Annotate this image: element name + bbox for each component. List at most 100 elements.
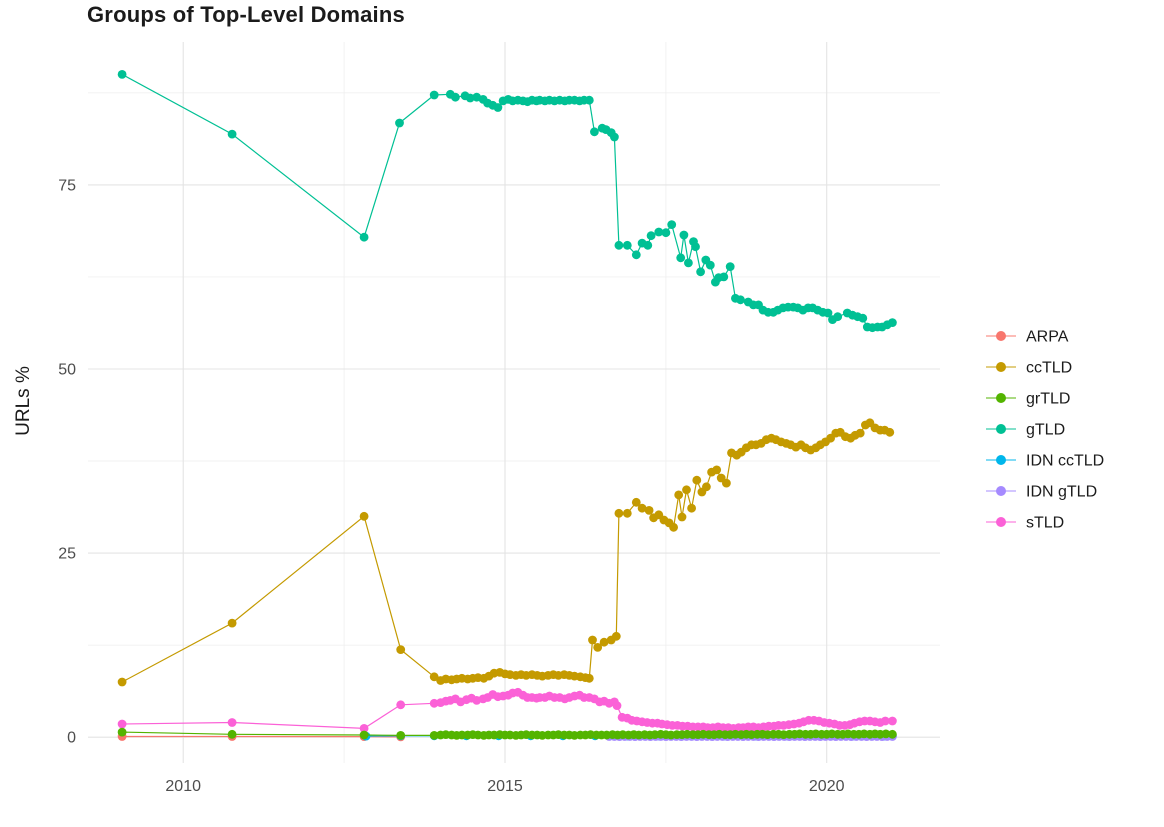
data-point — [692, 475, 702, 485]
series-gtld — [117, 70, 897, 333]
legend-item-arpa: ARPA — [986, 329, 1069, 346]
data-point — [465, 93, 475, 103]
y-axis-labels: 0 25 50 75 — [58, 177, 76, 746]
legend-label: sTLD — [1026, 515, 1064, 532]
data-point — [684, 258, 693, 268]
data-point — [117, 70, 127, 79]
data-point — [888, 729, 897, 739]
data-point — [588, 635, 597, 645]
data-point — [396, 731, 406, 740]
legend-key-point — [996, 455, 1006, 465]
series-grtld — [117, 727, 897, 740]
data-point — [117, 719, 127, 729]
data-point — [644, 506, 654, 515]
legend-item-stld: sTLD — [986, 515, 1064, 532]
series-stld — [117, 687, 897, 733]
y-tick-label: 25 — [58, 546, 76, 563]
legend-key-point — [996, 331, 1006, 341]
x-tick-label: 2020 — [809, 778, 845, 795]
data-point — [674, 490, 684, 500]
series-cctld — [117, 418, 895, 687]
data-point — [885, 427, 895, 437]
data-point — [679, 230, 689, 240]
data-point — [359, 724, 369, 733]
legend-key-point — [996, 486, 1006, 496]
legend-item-idn-cctld: IDN ccTLD — [986, 453, 1104, 470]
data-point — [612, 701, 622, 710]
data-point — [599, 637, 609, 647]
data-point — [888, 318, 897, 327]
legend-item-gtld: gTLD — [986, 422, 1065, 439]
data-point — [429, 698, 439, 708]
data-point — [227, 618, 237, 628]
data-point — [584, 673, 594, 683]
data-point — [682, 485, 691, 495]
data-point — [855, 428, 865, 438]
data-point — [654, 227, 664, 237]
y-tick-label: 50 — [58, 362, 76, 379]
data-point — [429, 672, 439, 682]
series-line — [121, 73, 893, 329]
legend-label: IDN gTLD — [1026, 484, 1097, 501]
y-tick-label: 0 — [67, 730, 76, 747]
data-point — [611, 631, 621, 641]
data-point — [702, 482, 711, 492]
data-point — [396, 645, 406, 654]
legend-label: grTLD — [1026, 391, 1070, 408]
data-point — [833, 312, 843, 322]
data-point — [429, 731, 439, 740]
data-point — [622, 508, 632, 518]
legend: ARPA ccTLD grTLD gTLD IDN ccTLD IDN gTLD sTLD — [986, 329, 1104, 532]
data-point — [493, 103, 503, 112]
legend-key-point — [996, 517, 1006, 527]
x-axis-labels: 2010 2015 2020 — [165, 778, 844, 795]
legend-key-point — [996, 424, 1006, 434]
legend-label: ccTLD — [1026, 360, 1072, 377]
data-point — [677, 512, 687, 522]
data-point — [667, 220, 677, 230]
data-point — [696, 267, 705, 277]
data-point — [117, 727, 127, 737]
data-point — [725, 262, 735, 271]
data-point — [614, 508, 624, 518]
chart-title: Groups of Top-Level Domains — [87, 2, 405, 27]
data-point — [584, 95, 594, 105]
data-point — [646, 231, 656, 241]
data-point — [687, 503, 696, 513]
legend-key-point — [996, 362, 1006, 372]
data-point — [227, 729, 237, 739]
data-point — [736, 295, 745, 305]
legend-item-grtld: grTLD — [986, 391, 1070, 408]
data-point — [396, 700, 406, 710]
data-point — [622, 240, 632, 250]
data-point — [631, 497, 641, 507]
data-point — [610, 132, 619, 142]
data-point — [881, 729, 891, 739]
data-point — [359, 232, 369, 242]
data-point — [593, 643, 603, 652]
data-point — [669, 522, 678, 532]
data-point — [359, 511, 369, 521]
data-point — [880, 716, 890, 726]
data-point — [429, 90, 439, 100]
legend-item-cctld: ccTLD — [986, 360, 1072, 377]
x-tick-label: 2015 — [487, 778, 523, 795]
data-point — [637, 503, 647, 513]
data-point — [631, 250, 641, 260]
legend-item-idn-gtld: IDN gTLD — [986, 484, 1097, 501]
y-tick-label: 75 — [58, 177, 76, 194]
data-point — [227, 718, 237, 727]
data-point — [395, 118, 404, 128]
data-point — [614, 240, 624, 250]
series-line — [121, 422, 891, 683]
data-point — [227, 129, 237, 139]
data-point — [705, 260, 715, 270]
data-point — [858, 313, 868, 323]
data-point — [719, 272, 729, 282]
x-tick-label: 2010 — [165, 778, 201, 795]
data-point — [590, 127, 599, 137]
data-point — [691, 242, 700, 252]
data-point — [661, 228, 671, 238]
data-point — [712, 465, 722, 475]
